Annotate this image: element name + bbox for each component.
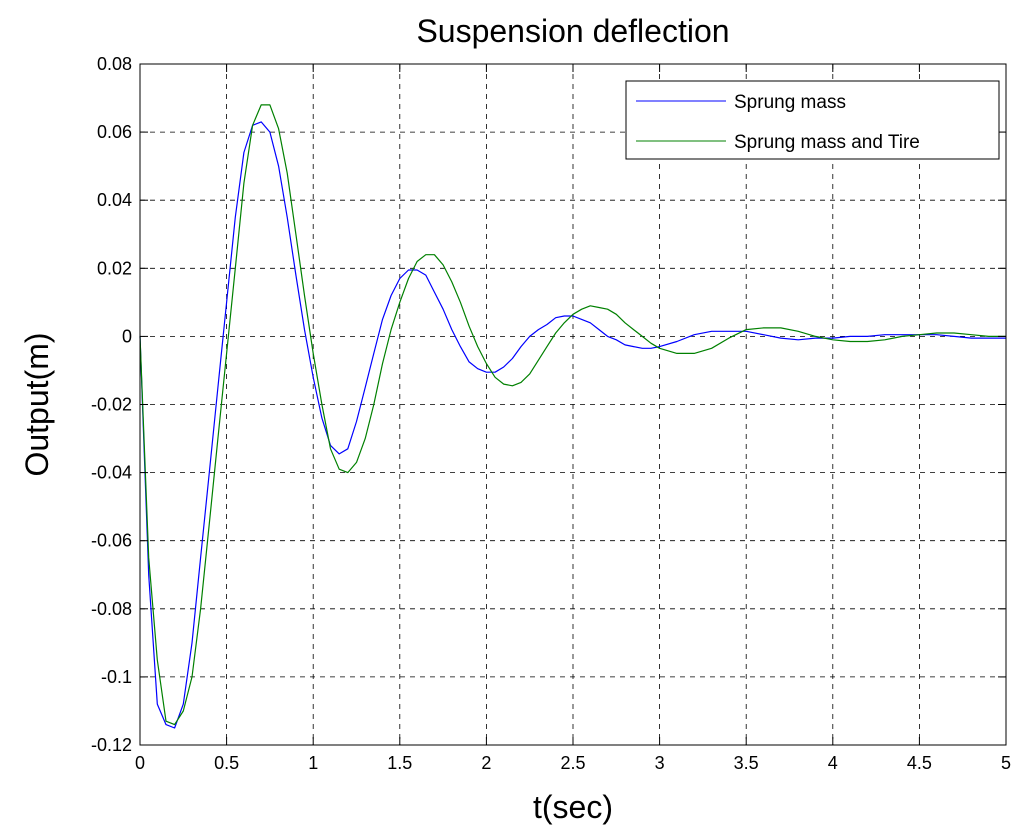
series-line-sprung-mass [139,121,1006,729]
legend: Sprung mass Sprung mass and Tire [625,80,1000,160]
y-tick-label: 0 [122,326,132,346]
series-line-sprung-mass-and-tire [139,104,1006,726]
y-axis-label: Output(m) [19,332,55,476]
grid [140,64,1006,745]
series-lines [139,104,1006,729]
x-tick-label: 2 [481,753,491,773]
x-tick-label: 4.5 [907,753,932,773]
x-axis-label: t(sec) [533,789,613,825]
x-tick-label: 1.5 [387,753,412,773]
x-tick-label: 4 [828,753,838,773]
y-tick-label: -0.04 [91,463,132,483]
y-tick-label: -0.12 [91,735,132,755]
x-tick-label: 2.5 [560,753,585,773]
y-tick-label: -0.02 [91,395,132,415]
legend-label-sprung-mass-and-tire: Sprung mass and Tire [734,132,920,153]
x-tick-label: 1 [308,753,318,773]
tick-labels: 0 0.5 1 1.5 2 2.5 3 3.5 4 4.5 5 -0.12 -0.1 -0.08 -0.06… [91,54,1011,773]
x-tick-label: 0.5 [214,753,239,773]
y-tick-label: 0.02 [97,258,132,278]
legend-label-sprung-mass: Sprung mass [734,92,846,113]
legend-box [625,80,1000,160]
chart-title: Suspension deflection [416,13,729,49]
y-tick-label: 0.08 [97,54,132,74]
x-tick-label: 5 [1001,753,1011,773]
y-tick-label: -0.1 [101,667,132,687]
y-tick-label: 0.06 [97,122,132,142]
x-tick-label: 3 [655,753,665,773]
axis-ticks [139,63,1007,746]
y-tick-label: 0.04 [97,190,132,210]
y-tick-label: -0.08 [91,599,132,619]
x-tick-label: 0 [135,753,145,773]
x-tick-label: 3.5 [734,753,759,773]
y-tick-label: -0.06 [91,531,132,551]
